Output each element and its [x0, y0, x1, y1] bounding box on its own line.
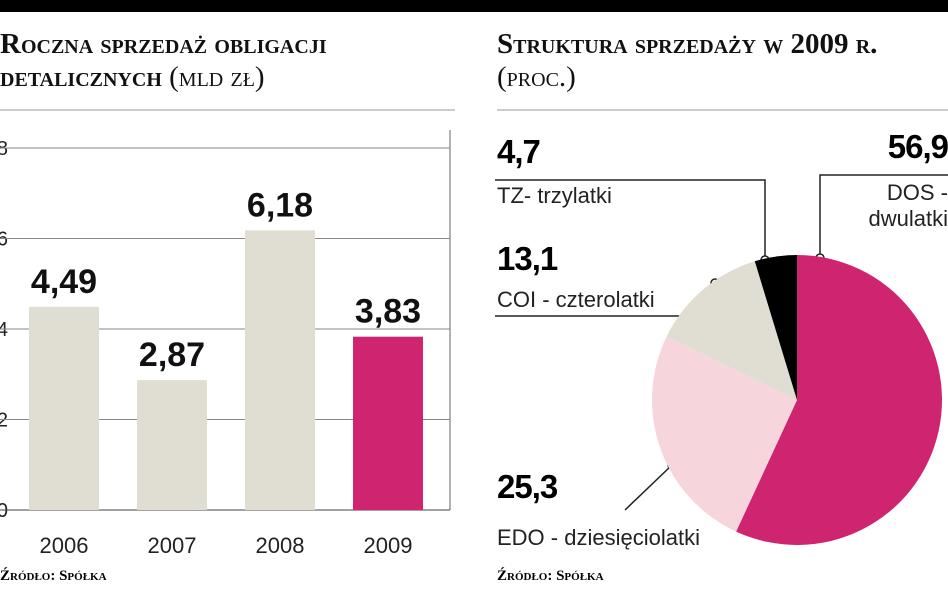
value-label: 4,49 [31, 263, 97, 301]
slice-label: DOS - dwulatki [868, 180, 948, 231]
y-tick-label: 0 [0, 500, 8, 522]
slice-label: EDO - dziesięciolatki [497, 525, 700, 550]
slice-label: TZ- trzylatki [497, 183, 612, 208]
value-label: 56,9 [887, 128, 948, 165]
title-box: Roczna sprzedaż obligacji detalicznych (… [0, 28, 470, 94]
value-label: 4,7 [497, 133, 541, 170]
y-tick-label: 6 [0, 229, 8, 251]
x-tick-label: 2006 [40, 533, 89, 558]
bar [353, 336, 423, 510]
value-label: 2,87 [139, 336, 205, 374]
title-box: Struktura sprzedaży w 2009 r. (proc.) [497, 28, 917, 94]
x-tick-label: 2008 [256, 533, 305, 558]
pie-slice [652, 336, 797, 532]
unit: (mld zł) [169, 61, 265, 93]
source: Źródło: Spółka [497, 568, 604, 584]
value-label: 6,18 [247, 186, 313, 224]
bar [29, 306, 99, 510]
bar [245, 230, 315, 511]
bar [137, 380, 207, 510]
y-tick-label: 2 [0, 410, 8, 432]
x-tick-label: 2007 [148, 533, 197, 558]
y-tick-label: 8 [0, 138, 8, 160]
chart-title: Roczna sprzedaż obligacji detalicznych [0, 28, 327, 93]
pie-slice [736, 255, 942, 545]
slice-label: COI - czterolatki [497, 287, 655, 312]
value-label: 25,3 [497, 468, 558, 505]
pie-slice [754, 255, 797, 400]
value-label: 3,83 [355, 293, 421, 331]
x-tick-label: 2009 [364, 533, 413, 558]
pie-slice [666, 261, 797, 400]
y-tick-label: 4 [0, 319, 8, 341]
top-bar [0, 0, 948, 12]
chart-title: Struktura sprzedaży w 2009 r. [497, 28, 878, 60]
source: Źródło: Spółka [0, 568, 107, 584]
value-label: 13,1 [497, 240, 558, 277]
unit: (proc.) [497, 61, 576, 93]
